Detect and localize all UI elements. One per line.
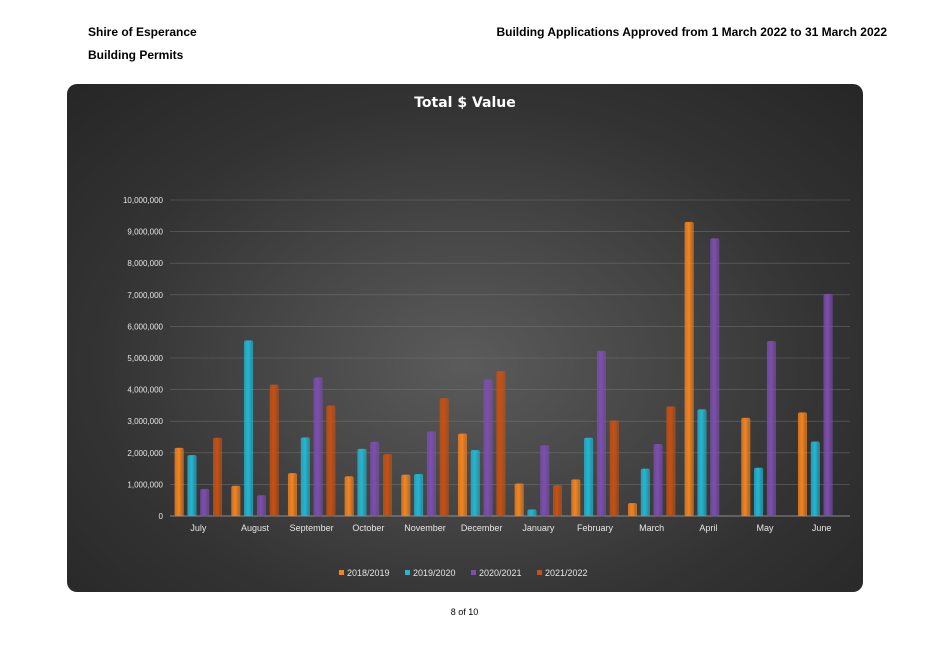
bar [231,485,241,517]
chart-title: Total $ Value [414,95,516,111]
bar [653,444,663,517]
page-number: 8 of 10 [450,607,479,617]
y-tick-label: 8,000,000 [127,259,163,268]
bar [244,340,254,517]
bar [640,468,650,517]
bar [269,384,279,517]
bar [383,454,392,517]
x-tick-label: November [404,523,446,533]
bar [496,371,506,517]
bar [313,377,323,517]
x-tick-label: October [352,523,384,533]
y-tick-label: 7,000,000 [127,291,163,300]
bar [684,221,694,517]
legend-swatch [339,570,344,575]
bar [344,476,354,517]
bar [741,417,751,517]
y-tick-label: 5,000,000 [127,354,163,363]
bar [401,474,411,517]
bar [256,495,266,517]
y-tick-label: 0 [159,512,164,521]
x-tick-label: January [522,523,555,533]
report-title: Building Applications Approved from 1 Ma… [496,25,887,39]
y-tick-label: 3,000,000 [127,417,163,426]
bar [187,455,197,517]
bar [370,441,380,517]
bar-chart: Total $ Value 0 1,000,000 2,000,000 3,000,00… [123,95,850,578]
legend-swatch [405,570,410,575]
bar [540,445,550,517]
bar [666,406,676,517]
chart-panel: Total $ Value 0 1,000,000 2,000,000 3,000,00… [67,84,863,592]
y-tick-label: 6,000,000 [127,322,163,331]
x-tick-label: May [756,523,774,533]
legend-swatch [471,570,476,575]
bar [357,448,367,517]
bar [754,467,764,517]
bar [326,405,336,517]
department-name: Building Permits [88,48,184,62]
y-tick-label: 1,000,000 [127,480,163,489]
bar [810,441,820,517]
bar [766,341,776,517]
bar [483,379,493,517]
bar [628,503,637,517]
bar [439,398,449,517]
bar [470,450,480,517]
legend-label: 2020/2021 [479,568,522,578]
legend-label: 2018/2019 [347,568,390,578]
y-tick-label: 4,000,000 [127,386,163,395]
bar [697,409,707,517]
bar [200,488,210,517]
bar [300,437,310,517]
bar [426,431,436,517]
x-tick-label: September [290,523,334,533]
x-tick-label: July [190,523,207,533]
bar [213,437,222,517]
legend-swatch [537,570,542,575]
bar [174,447,184,517]
bar [571,479,581,517]
x-tick-label: April [699,523,717,533]
bar [584,437,594,517]
y-tick-label: 9,000,000 [127,228,163,237]
bar [414,474,424,517]
y-tick-label: 10,000,000 [123,196,164,205]
bar [458,433,467,517]
bar [609,420,619,517]
bar [710,238,720,517]
x-tick-label: June [812,523,832,533]
bar [553,485,562,517]
bar [596,350,606,517]
bar [514,483,524,517]
y-tick-label: 2,000,000 [127,449,163,458]
legend-label: 2019/2020 [413,568,456,578]
x-tick-label: March [639,523,664,533]
organisation-name: Shire of Esperance [88,25,197,39]
x-tick-label: February [577,523,614,533]
x-tick-label: August [241,523,270,533]
bar [527,509,537,517]
legend-label: 2021/2022 [545,568,588,578]
bar [288,473,297,517]
bar [798,412,807,517]
x-tick-label: December [461,523,503,533]
bar [823,293,833,517]
